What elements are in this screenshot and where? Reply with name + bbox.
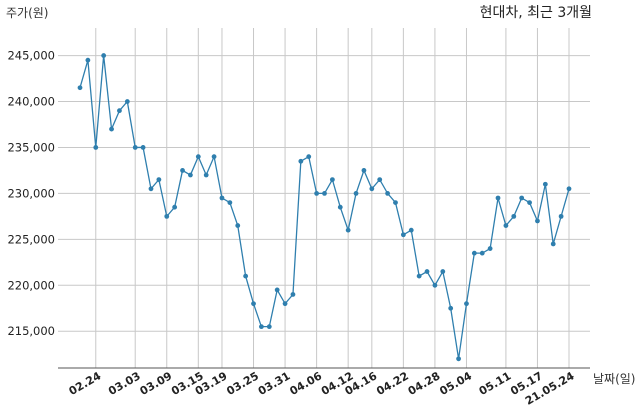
data-point bbox=[124, 99, 130, 104]
data-point bbox=[479, 250, 485, 256]
data-point bbox=[558, 213, 564, 219]
x-tick-label: 04.28 bbox=[406, 369, 443, 398]
data-point bbox=[132, 145, 138, 150]
data-point bbox=[448, 305, 454, 311]
data-point bbox=[566, 186, 572, 192]
data-point bbox=[527, 200, 532, 205]
x-tick-label: 04.06 bbox=[287, 369, 324, 398]
data-point bbox=[519, 195, 525, 201]
data-point bbox=[140, 145, 146, 150]
data-point bbox=[188, 172, 193, 178]
data-point bbox=[306, 154, 312, 160]
data-point bbox=[400, 232, 406, 238]
data-point bbox=[164, 213, 170, 219]
data-point bbox=[322, 191, 327, 196]
x-tick-label: 04.22 bbox=[374, 369, 411, 398]
data-point bbox=[243, 273, 249, 279]
data-point bbox=[329, 177, 335, 183]
data-point bbox=[282, 301, 288, 307]
data-point bbox=[85, 57, 91, 63]
data-point bbox=[432, 282, 438, 288]
data-point bbox=[235, 223, 241, 228]
data-point bbox=[424, 269, 430, 274]
y-tick-labels: 215,000 220,000 225,000 230,000 235,000 240,0… bbox=[7, 49, 55, 339]
data-point bbox=[408, 227, 414, 233]
data-point bbox=[211, 154, 217, 160]
data-point bbox=[314, 191, 320, 196]
data-point bbox=[337, 204, 343, 210]
x-tick-label: 02.24 bbox=[67, 369, 104, 398]
data-point bbox=[377, 177, 383, 183]
x-tick-label: 05.04 bbox=[437, 369, 474, 398]
data-point bbox=[353, 191, 359, 196]
data-point bbox=[298, 158, 304, 164]
data-point bbox=[227, 200, 233, 205]
series-layer bbox=[77, 53, 572, 362]
data-point bbox=[203, 172, 209, 178]
data-point bbox=[148, 186, 154, 192]
data-point bbox=[361, 168, 367, 173]
y-tick-label: 225,000 bbox=[7, 232, 55, 246]
chart-title: 현대차, 최근 3개월 bbox=[480, 5, 592, 21]
data-point bbox=[77, 85, 83, 91]
data-point bbox=[471, 250, 477, 256]
data-point bbox=[416, 273, 422, 279]
data-point bbox=[456, 356, 461, 362]
data-point bbox=[511, 213, 517, 219]
data-point bbox=[172, 204, 178, 210]
data-point bbox=[495, 195, 501, 201]
y-tick-label: 215,000 bbox=[7, 324, 55, 338]
y-tick-label: 220,000 bbox=[7, 278, 55, 292]
data-point bbox=[487, 246, 493, 251]
y-tick-label: 245,000 bbox=[7, 49, 55, 63]
data-point bbox=[503, 223, 509, 228]
x-axis-label: 날짜(일) bbox=[593, 372, 635, 386]
data-point bbox=[219, 195, 225, 201]
x-tick-label: 03.03 bbox=[106, 369, 143, 398]
x-tick-label: 03.09 bbox=[138, 369, 175, 398]
data-point bbox=[156, 177, 162, 183]
data-point bbox=[195, 154, 201, 160]
y-axis-label: 주가(원) bbox=[6, 6, 48, 20]
x-tick-label: 03.31 bbox=[256, 369, 293, 398]
y-tick-label: 235,000 bbox=[7, 140, 55, 154]
data-point bbox=[109, 126, 114, 132]
data-point bbox=[542, 181, 548, 187]
y-tick-label: 240,000 bbox=[7, 95, 55, 109]
data-point bbox=[266, 324, 272, 330]
data-point bbox=[251, 301, 256, 307]
data-point bbox=[440, 269, 446, 274]
x-tick-label: 03.25 bbox=[224, 369, 261, 398]
data-point bbox=[259, 324, 264, 330]
data-point bbox=[101, 53, 107, 58]
data-point bbox=[369, 186, 375, 192]
data-point bbox=[345, 227, 351, 233]
data-point bbox=[93, 145, 99, 150]
data-point bbox=[393, 200, 398, 205]
data-point bbox=[290, 292, 296, 297]
data-point bbox=[385, 191, 390, 196]
x-tick-label: 05.11 bbox=[477, 369, 514, 398]
data-point bbox=[180, 168, 185, 173]
data-point bbox=[274, 287, 280, 293]
data-point bbox=[464, 301, 469, 307]
data-point bbox=[535, 218, 540, 224]
data-point bbox=[117, 108, 122, 114]
x-tick-labels: 02.24 03.0303.0903.1503.1903.2503.3104.06… bbox=[67, 369, 577, 408]
data-point bbox=[550, 241, 556, 247]
y-tick-label: 230,000 bbox=[7, 186, 55, 200]
grid-layer bbox=[58, 28, 590, 368]
